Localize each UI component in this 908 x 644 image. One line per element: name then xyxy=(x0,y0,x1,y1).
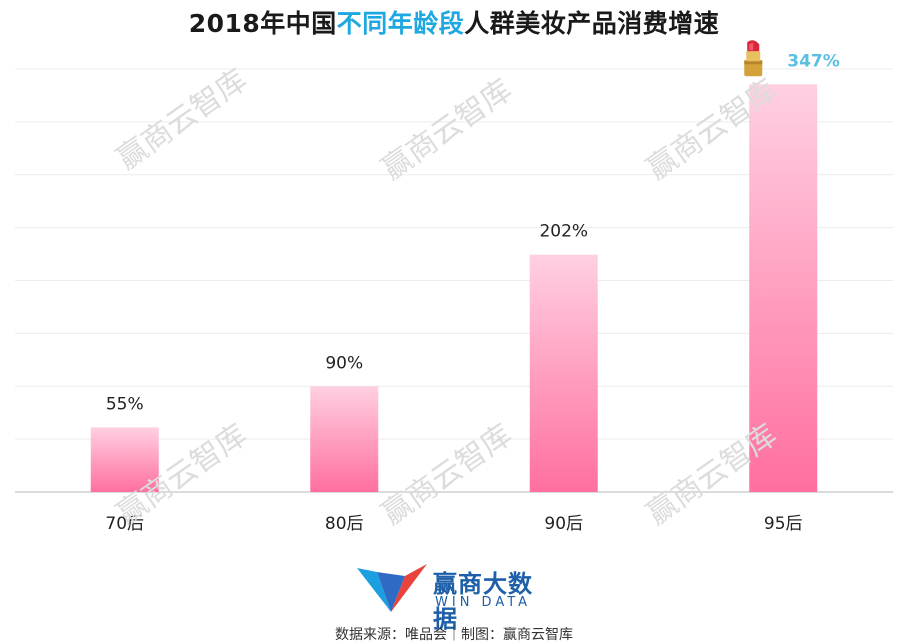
bar-90后 xyxy=(529,254,598,492)
bar-70后 xyxy=(90,427,159,492)
data-source: 数据来源：唯品会｜制图：赢商云智库 xyxy=(335,627,573,643)
lipstick-icon xyxy=(744,40,763,77)
category-label: 90后 xyxy=(544,514,583,534)
labels: 55% 70后 90% 80后 202% 90后 347% 95后 xyxy=(105,51,839,534)
category-label: 80后 xyxy=(325,514,364,534)
value-label: 347% xyxy=(787,51,840,71)
value-label: 202% xyxy=(539,222,588,242)
title-highlight: 不同年龄段 xyxy=(336,9,465,38)
title-prefix: 2018年中国 xyxy=(188,9,337,38)
value-label: 55% xyxy=(106,394,144,414)
bar-95后 xyxy=(749,84,818,493)
win-data-logo: 赢商大数据 WIN DATA xyxy=(355,562,555,633)
bar-chart: 55% 70后 90% 80后 202% 90后 347% 95后 xyxy=(15,40,893,534)
category-label: 70后 xyxy=(105,514,144,534)
logo-english: WIN DATA xyxy=(435,595,532,610)
bar-80后 xyxy=(310,386,379,492)
bars xyxy=(90,84,818,493)
logo-chinese: 赢商大数据 xyxy=(433,570,533,633)
chart-title: 2018年中国不同年龄段人群美妆产品消费增速 xyxy=(0,4,908,40)
logo-mark-icon xyxy=(357,564,427,612)
category-label: 95后 xyxy=(764,514,803,534)
value-label: 90% xyxy=(325,353,363,373)
title-suffix: 人群美妆产品消费增速 xyxy=(464,9,720,38)
